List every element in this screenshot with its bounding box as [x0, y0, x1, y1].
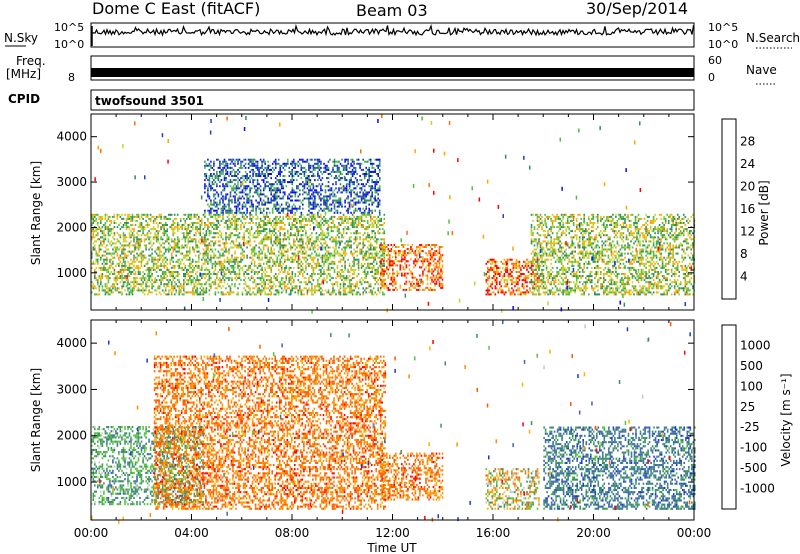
velocity-heatmap: [91, 320, 696, 524]
x-tick-label: 08:00: [275, 526, 310, 540]
nave-top-tick: 60: [708, 54, 722, 67]
x-tick-label: 20:00: [576, 526, 611, 540]
colorbar-tick-label: 24: [740, 157, 755, 171]
colorbar-tick-label: -500: [740, 461, 767, 475]
colorbar-tick-label: 25: [740, 400, 755, 414]
x-tick-label: 16:00: [476, 526, 511, 540]
colorbar-tick-label: -100: [740, 441, 767, 455]
nsearch-label: N.Search: [746, 31, 800, 45]
freq-unit-label: [MHz]: [6, 67, 41, 81]
nsearch-bottom-tick: 10^0: [708, 38, 738, 51]
colorbar-tick-label: 20: [740, 180, 755, 194]
station-title: Dome C East (fitACF): [92, 0, 260, 18]
velocity-ylabel: Slant Range [km]: [29, 368, 43, 472]
power-colorbar-label: Power [dB]: [757, 180, 771, 245]
y-tick-label: 1000: [56, 266, 87, 280]
colorbar-tick-label: 12: [740, 225, 755, 239]
nave-label: Nave: [746, 63, 777, 77]
colorbar-tick-label: 16: [740, 202, 755, 216]
cpid-value: twofsound 3501: [95, 94, 204, 108]
freq-bottom-tick: 8: [68, 71, 75, 84]
velocity-colorbar: 1000 500 100 25 -25 -100 -500 -1000: [722, 325, 775, 509]
nave-trace: [91, 68, 694, 77]
nsky-label: N.Sky: [4, 31, 38, 45]
velocity-colorbar-label: Velocity [m s⁻¹]: [779, 373, 793, 466]
colorbar-tick-label: -1000: [740, 482, 775, 496]
y-tick-label: 4000: [56, 130, 87, 144]
x-tick-label: 12:00: [375, 526, 410, 540]
colorbar-tick-label: 28: [740, 135, 755, 149]
nsearch-top-tick: 10^5: [708, 21, 738, 34]
y-tick-label: 3000: [56, 175, 87, 189]
date-title: 30/Sep/2014: [586, 0, 688, 18]
colorbar-tick-label: -25: [740, 420, 760, 434]
cpid-label: CPID: [8, 92, 40, 106]
colorbar-tick-label: 8: [740, 247, 748, 261]
nave-bottom-tick: 0: [708, 71, 715, 84]
freq-label: Freq.: [16, 54, 46, 68]
y-tick-label: 2000: [56, 429, 87, 443]
y-tick-label: 2000: [56, 220, 87, 234]
colorbar-tick-label: 1000: [740, 338, 771, 352]
nsky-top-tick: 10^5: [54, 21, 84, 34]
nsky-panel: [91, 23, 694, 47]
power-colorbar: 4 8 12 16 20 24 28: [722, 119, 755, 299]
y-tick-label: 3000: [56, 382, 87, 396]
figure: Dome C East (fitACF) Beam 03 30/Sep/2014…: [0, 0, 800, 554]
x-tick-label: 00:00: [677, 526, 712, 540]
x-tick-label: 00:00: [74, 526, 109, 540]
beam-title: Beam 03: [356, 1, 428, 20]
colorbar-tick-label: 100: [740, 379, 763, 393]
x-tick-label: 04:00: [174, 526, 209, 540]
nsky-bottom-tick: 10^0: [54, 38, 84, 51]
power-heatmap: [91, 114, 695, 314]
x-axis-label: Time UT: [366, 541, 417, 554]
power-ylabel: Slant Range [km]: [29, 161, 43, 265]
colorbar-tick-label: 4: [740, 270, 748, 284]
y-tick-label: 4000: [56, 336, 87, 350]
nsky-trace: [91, 25, 694, 46]
colorbar-tick-label: 500: [740, 359, 763, 373]
y-tick-label: 1000: [56, 475, 87, 489]
